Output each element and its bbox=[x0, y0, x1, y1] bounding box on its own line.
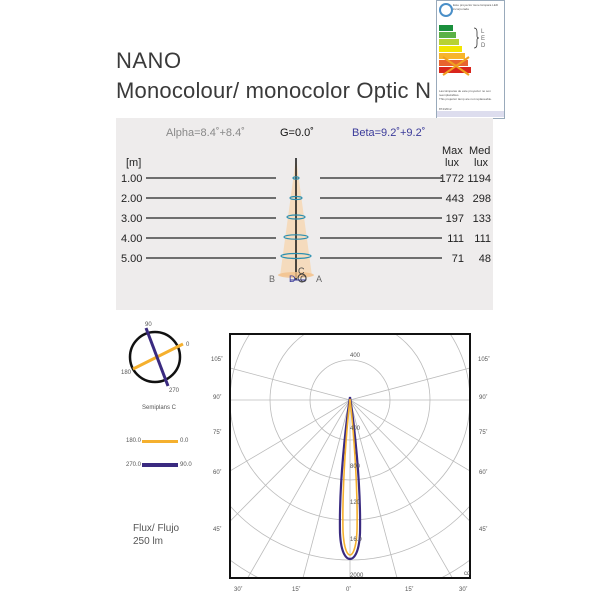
semiplanes-diagram bbox=[128, 327, 184, 387]
beam-ellipse bbox=[280, 252, 312, 260]
semiplanes-caption: Semiplans C bbox=[142, 405, 177, 411]
max-lux: 1772 bbox=[439, 173, 464, 185]
polar-curve-purple bbox=[338, 396, 362, 561]
illuminance-panel bbox=[116, 118, 493, 310]
polar-chart bbox=[229, 333, 471, 579]
polar-angle-right: 90˚ bbox=[479, 395, 488, 401]
legend-from: 180.0 bbox=[126, 438, 142, 444]
med-lux: 133 bbox=[472, 213, 491, 225]
energy-footer: Las lámparas de este proyector no son re… bbox=[439, 89, 492, 111]
alpha-label: Alpha=8.4˚+8.4˚ bbox=[166, 127, 245, 139]
polar-angle-left: 90˚ bbox=[213, 395, 222, 401]
max-lux: 443 bbox=[445, 193, 464, 205]
semiplane-angle-left: 180 bbox=[121, 370, 132, 376]
plane-b: B bbox=[269, 274, 276, 284]
distance-label: 3.00 bbox=[121, 213, 143, 225]
polar-bottom-angle: 0˚ bbox=[346, 587, 352, 593]
polar-angle-right: 75˚ bbox=[479, 430, 488, 436]
med-lux: 111 bbox=[474, 233, 491, 245]
energy-intro: Este proyector tiene lámpara LED incorpo… bbox=[453, 3, 499, 11]
polar-radial-label: 400 bbox=[350, 426, 361, 432]
distance-label: 4.00 bbox=[121, 233, 143, 245]
med-lux: 298 bbox=[472, 193, 491, 205]
beta-label: Beta=9.2˚+9.2˚ bbox=[352, 127, 426, 139]
beam-ellipse bbox=[292, 176, 300, 180]
origin-marker bbox=[297, 273, 307, 283]
med-unit: lux bbox=[474, 157, 489, 169]
energy-class-bar bbox=[439, 32, 456, 38]
polar-curve-orange bbox=[342, 398, 358, 556]
polar-radial-label: 2000 bbox=[350, 573, 364, 579]
energy-class-bar bbox=[439, 39, 459, 45]
polar-angle-right: 105˚ bbox=[478, 357, 491, 363]
max-lux: 71 bbox=[451, 253, 464, 265]
polar-radial-label: 16.0 bbox=[350, 537, 362, 543]
energy-label: Este proyector tiene lámpara LED incorpo… bbox=[436, 0, 505, 119]
polar-angle-right: 45˚ bbox=[479, 527, 488, 533]
energy-class-bar bbox=[439, 53, 465, 59]
energy-class-bar bbox=[439, 67, 471, 73]
product-title: NANO bbox=[116, 48, 182, 73]
distance-label: 2.00 bbox=[121, 193, 143, 205]
g-label: G=0.0˚ bbox=[280, 127, 314, 139]
bracket-icon bbox=[473, 27, 479, 49]
polar-bottom-angle: 30˚ bbox=[459, 587, 468, 593]
legend-from: 270.0 bbox=[126, 462, 142, 468]
polar-bottom-angle: 30˚ bbox=[234, 587, 243, 593]
plane-a: A bbox=[316, 274, 323, 284]
semiplane-angle-right: 0 bbox=[186, 342, 190, 348]
legend-line-purple bbox=[142, 463, 178, 467]
energy-class-bar bbox=[439, 25, 453, 31]
polar-angle-right: 60˚ bbox=[479, 470, 488, 476]
med-header: Med bbox=[469, 145, 491, 157]
polar-radial-label: 120 bbox=[350, 500, 361, 506]
flux-value: 250 lm bbox=[133, 536, 164, 547]
polar-angle-left: 75˚ bbox=[213, 430, 222, 436]
polar-radial-label: 800 bbox=[350, 464, 361, 470]
beam-ellipse bbox=[286, 214, 306, 220]
floor-spot bbox=[278, 272, 314, 278]
semiplane-angle-bottom: 270 bbox=[169, 388, 180, 394]
flux-label: Flux/ Flujo bbox=[133, 523, 180, 534]
led-label: L E D bbox=[481, 29, 486, 49]
cross-icon bbox=[442, 56, 470, 76]
polar-unit: cd bbox=[464, 571, 471, 577]
energy-footer-stripe bbox=[437, 111, 504, 117]
plane-o: O bbox=[300, 274, 308, 284]
distance-label: 5.00 bbox=[121, 253, 143, 265]
polar-bottom-angle: 15˚ bbox=[405, 587, 414, 593]
polar-radial-label: 400 bbox=[350, 353, 361, 359]
beam-ellipse bbox=[283, 234, 309, 240]
polar-angle-left: 105˚ bbox=[211, 357, 224, 363]
plane-c: C bbox=[298, 266, 305, 276]
semiplane-angle-top: 90 bbox=[145, 322, 152, 328]
legend-to: 90.0 bbox=[180, 462, 192, 468]
distance-label: 1.00 bbox=[121, 173, 143, 185]
polar-bottom-angle: 15˚ bbox=[292, 587, 301, 593]
max-header: Max bbox=[442, 145, 463, 157]
bulb-icon bbox=[439, 3, 453, 17]
med-lux: 1194 bbox=[467, 173, 491, 185]
max-lux: 197 bbox=[445, 213, 464, 225]
polar-angle-left: 45˚ bbox=[213, 527, 222, 533]
distance-unit: [m] bbox=[126, 157, 142, 169]
max-unit: lux bbox=[445, 157, 460, 169]
legend-line-orange bbox=[142, 440, 178, 443]
legend-to: 0.0 bbox=[180, 438, 189, 444]
med-lux: 48 bbox=[478, 253, 491, 265]
polar-angle-left: 60˚ bbox=[213, 470, 222, 476]
max-lux: 111 bbox=[447, 233, 464, 245]
energy-class-bar bbox=[439, 46, 462, 52]
product-subtitle: Monocolour/ monocolor Optic N bbox=[116, 78, 432, 103]
beam-ellipse bbox=[289, 195, 303, 201]
plane-d: D bbox=[289, 274, 296, 284]
energy-class-bar bbox=[439, 60, 468, 66]
